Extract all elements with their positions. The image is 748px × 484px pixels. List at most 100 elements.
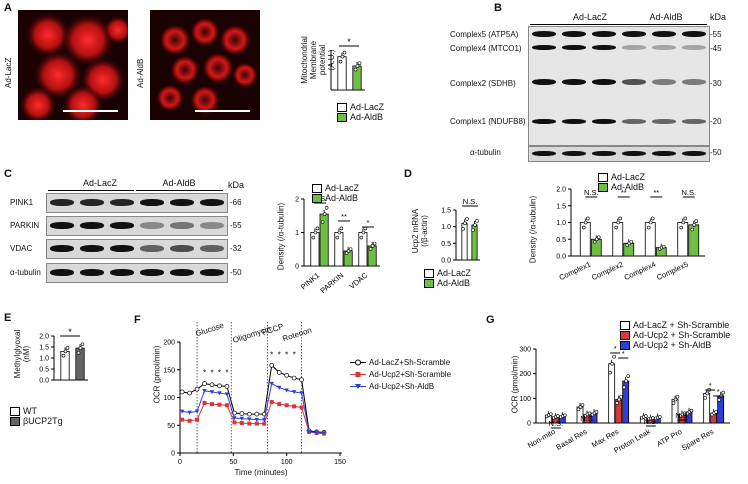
micrograph-lacz (18, 10, 128, 120)
data-point (61, 353, 66, 358)
sig-star: * (293, 350, 296, 359)
legend-label: Ad-LacZ (325, 183, 360, 193)
blot-band (50, 269, 74, 276)
sig-star: * (270, 350, 273, 359)
legend-label: Ad-LacZ + Sh-Scramble (633, 320, 730, 330)
x-tick-label: Complex2 (590, 260, 624, 282)
e-ylabel: Methylglyoxal (nM) (13, 329, 31, 379)
g-ylabel: OCR (pmol/min) (510, 355, 520, 414)
y-tick-label: 0 (295, 264, 299, 271)
blot-band (682, 79, 706, 85)
blot-band (140, 199, 164, 206)
data-point (549, 412, 553, 416)
c-blot-vdac (46, 239, 228, 259)
legend-swatch-gray (10, 416, 20, 426)
data-point (583, 220, 588, 225)
point-circle (179, 389, 185, 395)
legend-label: WT (23, 406, 37, 416)
data-point (703, 396, 707, 400)
c-kda: kDa (228, 180, 245, 190)
sig-label: N.S. (463, 197, 478, 206)
b-row-label: Complex4 (MTCO1) (450, 44, 522, 53)
c-kda-marker: -55 (230, 221, 242, 230)
blot-band (682, 151, 706, 156)
data-point (471, 228, 475, 233)
point-square (247, 421, 252, 426)
data-point (337, 230, 342, 235)
blot-band (200, 269, 224, 276)
point-square (224, 403, 229, 408)
f-ylabel: OCR (pmol/min) (152, 345, 162, 404)
blot-band (682, 119, 706, 124)
x-tick-label: 50 (229, 459, 237, 466)
blot-band (170, 269, 194, 276)
micrograph-aldb-texture (156, 17, 258, 115)
data-point (658, 415, 662, 419)
legend-swatch-blue (620, 340, 630, 350)
data-point (661, 244, 666, 249)
legend-label: Ad-LacZ (611, 172, 646, 182)
y-tick-label: 0.5 (441, 241, 451, 248)
point-triangle (239, 416, 245, 421)
c-kda-marker: -32 (230, 244, 242, 253)
y-tick-label: 200 (519, 371, 531, 378)
data-point (615, 401, 619, 405)
blot-band (110, 199, 134, 206)
data-point (563, 413, 567, 418)
point-circle (269, 362, 275, 368)
c-ylabel: Density (/α-tubulin) (276, 202, 286, 271)
data-point (361, 230, 366, 235)
point-circle (276, 370, 282, 375)
blot-band (622, 119, 646, 124)
d2-legend: Ad-LacZ Ad-AldB (598, 172, 645, 192)
data-point (717, 398, 721, 402)
point-triangle (179, 409, 185, 414)
data-point (622, 385, 626, 390)
blot-band (50, 245, 74, 252)
blot-band (110, 269, 134, 276)
data-point (463, 221, 467, 226)
point-circle (217, 383, 222, 389)
blot-band (592, 45, 616, 50)
data-point (650, 216, 655, 221)
c-row-label: α-tubulin (10, 268, 41, 277)
data-point (338, 59, 343, 64)
chart-f: 0 50 100 150 200 0 50 100 150 * * * * * * * * (163, 322, 346, 466)
sig-label: ** (653, 188, 659, 197)
point-square (269, 399, 274, 404)
legend-swatch-white (598, 172, 608, 182)
sig-label: ** (341, 212, 347, 221)
data-point (612, 354, 616, 359)
panel-label-c: C (4, 168, 12, 180)
b-kda-marker: -45 (710, 44, 722, 53)
blot-band (200, 245, 224, 252)
data-point (646, 225, 651, 230)
point-square (239, 421, 244, 426)
legend-label: βUCP2Tg (23, 416, 63, 426)
y-tick-label: 200 (163, 340, 175, 347)
data-point (596, 235, 601, 240)
panel-label-f: F (134, 314, 141, 326)
data-point (648, 220, 653, 225)
data-point (357, 61, 362, 65)
c-blot-tubulin (46, 263, 228, 283)
data-point (608, 370, 612, 375)
data-point (610, 361, 614, 366)
sig-label: N.S. (580, 414, 595, 423)
d-ylabel: Ucp2 mRNA (/β-actin) (411, 208, 429, 254)
data-point (320, 220, 325, 224)
point-circle (224, 384, 230, 389)
data-point (671, 401, 676, 405)
point-square (277, 402, 282, 407)
data-point (614, 225, 619, 230)
point-triangle (247, 417, 252, 422)
sig-star: * (210, 368, 213, 377)
x-tick-label: Non-mito (526, 427, 557, 450)
legend-swatch-red (620, 330, 630, 340)
injection-label: Glucose (194, 320, 226, 339)
blot-band (532, 45, 556, 50)
data-point (372, 241, 377, 246)
data-point (78, 346, 83, 350)
c-group-line (48, 190, 134, 191)
